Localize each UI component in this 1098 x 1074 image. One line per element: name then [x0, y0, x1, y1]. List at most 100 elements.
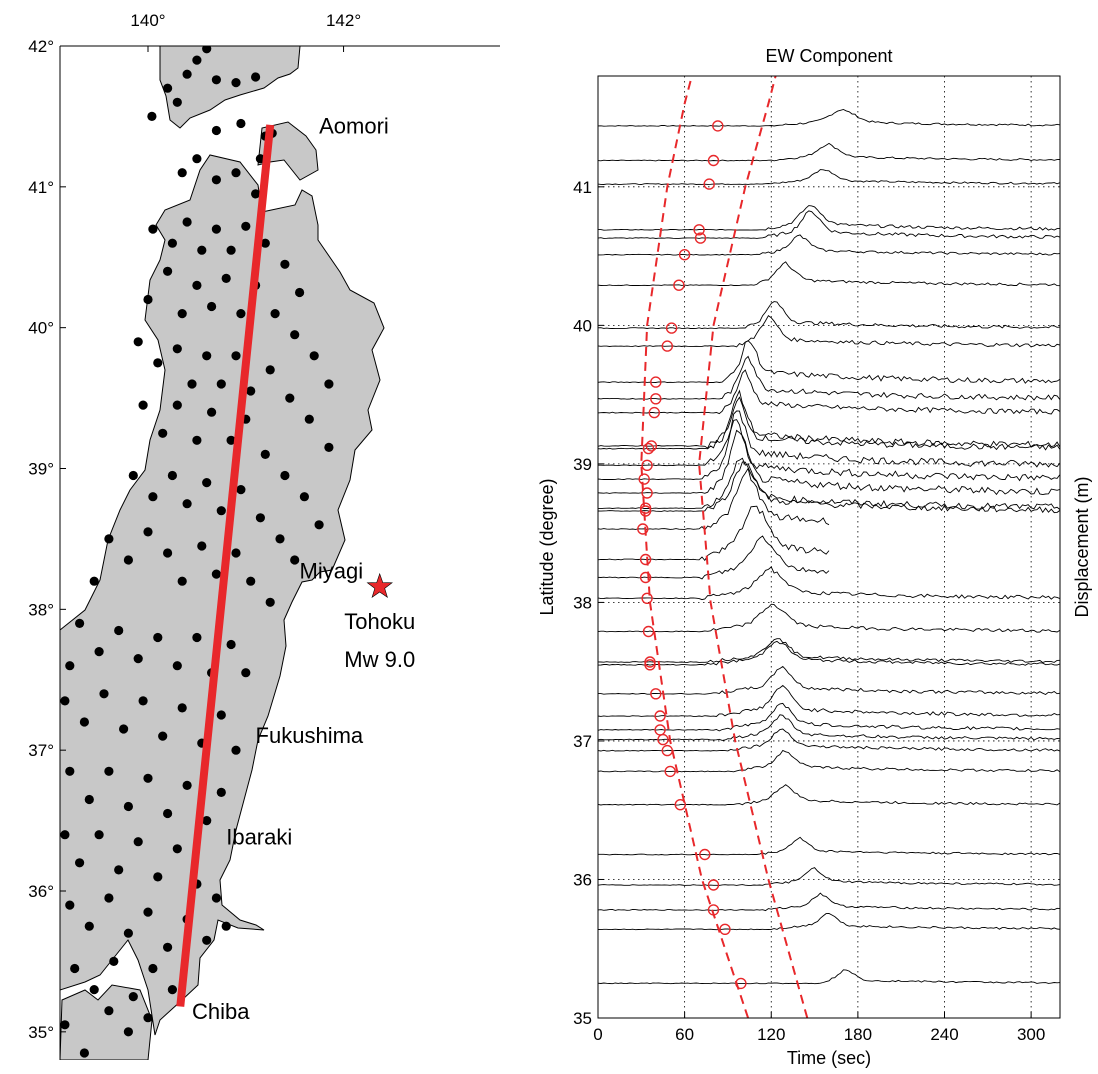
arrival-pick-marker — [641, 592, 653, 604]
arrival-pick-marker — [707, 904, 720, 916]
arrival-pick-marker — [639, 571, 652, 584]
waveform-trace — [598, 301, 1060, 329]
station-marker — [94, 830, 104, 840]
arrival-pick-marker — [641, 459, 653, 471]
station-marker — [197, 541, 207, 551]
map-x-ticks: 140° 142° — [130, 11, 361, 52]
station-marker — [216, 787, 226, 798]
station-marker — [309, 351, 319, 361]
station-marker — [60, 1020, 70, 1030]
arrival-pick-marker — [703, 178, 715, 190]
station-marker — [236, 485, 246, 495]
waveform-trace — [598, 315, 1060, 348]
station-marker — [211, 75, 221, 85]
arrival-pick-marker — [694, 232, 707, 244]
station-marker — [133, 337, 143, 347]
chart-title: EW Component — [765, 46, 892, 66]
station-marker — [65, 661, 75, 671]
station-marker — [211, 175, 221, 185]
y-tick-label: 39 — [573, 455, 592, 474]
station-marker — [167, 470, 177, 481]
station-marker — [143, 1013, 153, 1023]
station-marker — [177, 168, 187, 178]
station-marker — [109, 956, 119, 967]
station-marker — [226, 245, 236, 255]
station-marker — [75, 618, 85, 629]
grid-lines — [598, 76, 1060, 1018]
waveform-trace — [598, 410, 1060, 468]
place-labels: Aomori Miyagi Fukushima Ibaraki Chiba — [192, 113, 389, 1024]
epicenter-magnitude: Mw 9.0 — [344, 647, 415, 672]
arrival-pick-marker — [654, 710, 666, 722]
station-marker — [285, 393, 295, 403]
arrival-pick-marker — [650, 376, 662, 388]
waveform-trace — [598, 684, 1060, 717]
land-hokkaido — [159, 46, 301, 129]
station-marker — [148, 224, 158, 234]
place-label: Chiba — [192, 999, 250, 1024]
station-marker — [153, 872, 163, 882]
map-x-tick-label: 142° — [326, 11, 361, 30]
waveform-trace — [598, 205, 1060, 231]
station-marker — [133, 654, 143, 664]
arrival-pick-marker — [642, 442, 655, 455]
station-marker — [123, 928, 133, 938]
waveform-trace — [598, 389, 1060, 449]
station-marker — [114, 865, 124, 875]
station-marker — [177, 309, 187, 319]
map-y-tick-label: 36° — [28, 882, 54, 901]
waveform-trace — [598, 109, 1060, 127]
station-marker — [260, 449, 270, 459]
y-tick-label: 37 — [573, 732, 592, 751]
waveform-trace — [598, 261, 1060, 287]
place-label: Fukushima — [256, 723, 364, 748]
waveform-trace — [598, 340, 1060, 384]
x-tick-label: 0 — [593, 1025, 602, 1044]
y-axis-label: Latitude (degree) — [537, 478, 557, 615]
epicenter-star-icon — [366, 572, 393, 599]
arrival-pick-marker — [707, 154, 720, 167]
waveform-trace — [598, 535, 830, 580]
station-marker — [197, 245, 207, 255]
waveform-trace — [598, 749, 1060, 773]
waveform-trace — [598, 913, 1060, 931]
station-marker — [172, 97, 182, 107]
waveform-trace — [598, 142, 1060, 162]
station-marker — [123, 555, 133, 565]
station-marker — [324, 442, 334, 452]
station-marker — [143, 907, 153, 917]
waveform-trace — [598, 603, 1060, 633]
station-marker — [299, 492, 309, 502]
waveform-trace — [598, 728, 1060, 752]
station-marker — [104, 893, 114, 903]
waveform-trace — [598, 169, 1060, 185]
station-marker — [202, 46, 212, 54]
arrival-pick-marker — [693, 224, 705, 236]
station-marker — [163, 548, 173, 558]
station-marker — [172, 661, 182, 671]
station-marker — [89, 576, 99, 586]
station-marker — [216, 710, 226, 720]
arrival-pick-marker — [650, 393, 662, 405]
place-label: Aomori — [319, 113, 389, 138]
x-tick-label: 180 — [844, 1025, 872, 1044]
plot-frame — [597, 75, 1061, 1019]
profile-line — [176, 124, 275, 1007]
station-marker — [241, 668, 251, 678]
station-marker — [211, 893, 221, 903]
arrival-pick-marker — [661, 744, 673, 757]
station-marker — [143, 294, 153, 305]
station-marker — [211, 224, 221, 234]
station-marker — [138, 400, 148, 410]
station-marker — [182, 780, 192, 791]
waveform-trace — [598, 566, 1060, 601]
station-marker — [138, 696, 148, 706]
arrival-pick-marker — [644, 656, 656, 668]
station-marker — [60, 696, 70, 706]
arrival-pick-marker — [719, 923, 731, 935]
arrival-pick-marker — [664, 765, 676, 778]
station-marker — [114, 625, 124, 636]
arrival-curves — [640, 76, 809, 1018]
station-marker — [324, 379, 334, 389]
